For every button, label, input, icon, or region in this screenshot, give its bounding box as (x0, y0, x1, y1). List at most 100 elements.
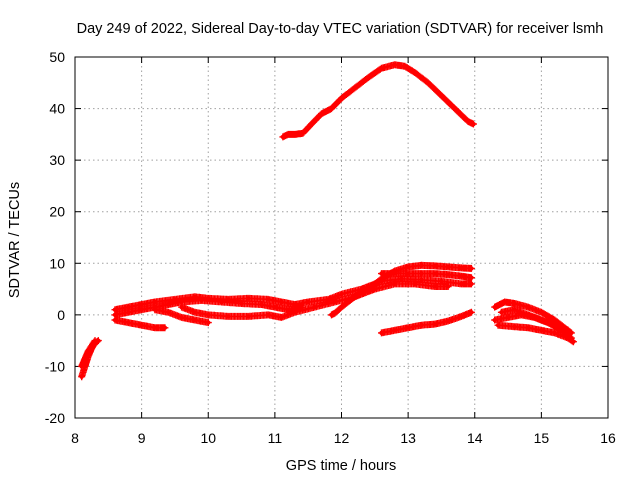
data-point (152, 325, 158, 330)
data-point (192, 317, 198, 323)
data-point (469, 275, 474, 280)
data-point (112, 307, 118, 312)
data-point (152, 307, 158, 312)
data-point (332, 299, 338, 305)
y-tick-label: -10 (45, 358, 65, 374)
data-point (539, 317, 544, 323)
data-point (352, 85, 358, 91)
data-point (512, 324, 517, 329)
data-point (246, 296, 251, 301)
x-tick-label: 14 (467, 430, 483, 446)
series-arc-midday-b (378, 270, 475, 282)
data-point (419, 263, 424, 268)
data-point (525, 312, 531, 318)
data-point (139, 307, 144, 312)
data-point (280, 134, 286, 140)
data-point (206, 320, 211, 325)
data-point (152, 299, 158, 305)
series-marks (279, 61, 477, 141)
data-point (495, 322, 501, 328)
data-point (365, 75, 371, 80)
data-point (279, 299, 284, 305)
data-point (166, 302, 171, 307)
y-tick-label: 30 (49, 152, 65, 168)
data-point (199, 298, 204, 303)
data-point (469, 310, 474, 315)
data-point (332, 311, 338, 316)
series-arc-morning-d (151, 306, 212, 327)
data-point (286, 132, 291, 137)
data-point (459, 281, 464, 287)
data-point (329, 312, 334, 318)
data-point (525, 325, 531, 330)
data-point (226, 314, 231, 319)
x-tick-label: 11 (268, 430, 283, 446)
data-point (359, 289, 364, 294)
data-point (432, 271, 437, 276)
y-tick-label: 20 (49, 204, 65, 220)
data-point (565, 335, 571, 341)
data-point (379, 271, 384, 276)
data-point (379, 66, 384, 71)
data-point (419, 322, 424, 328)
data-point (379, 330, 384, 336)
y-tick-label: 0 (57, 307, 65, 323)
data-point (266, 297, 271, 302)
data-point (571, 339, 576, 344)
data-point (312, 304, 318, 310)
y-tick-label: 10 (49, 255, 65, 271)
data-point (419, 271, 424, 276)
data-point (329, 106, 334, 111)
data-point (499, 310, 504, 315)
data-point (126, 320, 131, 325)
data-point (112, 317, 118, 323)
x-tick-label: 13 (400, 430, 416, 446)
data-point (126, 304, 131, 310)
data-point (492, 317, 497, 323)
data-point (465, 119, 471, 124)
data-point (412, 281, 417, 287)
data-point (166, 310, 171, 315)
data-point (512, 307, 517, 312)
data-point (405, 325, 411, 330)
y-tick-label: 40 (49, 101, 65, 117)
data-point (309, 121, 314, 127)
data-point (439, 93, 444, 98)
data-point (286, 307, 291, 312)
data-point (266, 312, 271, 318)
data-point (339, 304, 344, 310)
data-point (179, 304, 184, 310)
data-point (425, 80, 431, 85)
x-tick-label: 16 (600, 430, 616, 446)
series-marks (378, 308, 475, 337)
data-point (512, 301, 517, 306)
series-arc-high (279, 61, 477, 141)
data-point (339, 96, 344, 101)
data-point (89, 343, 94, 348)
data-point (552, 322, 557, 328)
x-axis-label: GPS time / hours (286, 458, 396, 474)
data-point (82, 356, 88, 361)
data-point (539, 328, 544, 333)
data-point (369, 284, 374, 289)
data-point (392, 281, 397, 287)
series-arc-morning-b (111, 296, 305, 319)
x-tick-label: 9 (138, 430, 146, 446)
data-point (552, 330, 557, 336)
series-arc-negative (378, 308, 475, 337)
data-point (452, 106, 457, 111)
data-point (259, 302, 264, 307)
x-tick-label: 8 (71, 430, 79, 446)
data-point (525, 304, 531, 310)
data-point (432, 284, 437, 289)
data-point (469, 281, 474, 287)
data-point (339, 292, 344, 297)
data-point (179, 315, 184, 320)
plot-area (78, 61, 577, 381)
data-point (399, 276, 404, 281)
data-point (292, 310, 298, 315)
data-point (292, 132, 298, 137)
data-point (79, 374, 84, 379)
data-point (439, 279, 444, 284)
